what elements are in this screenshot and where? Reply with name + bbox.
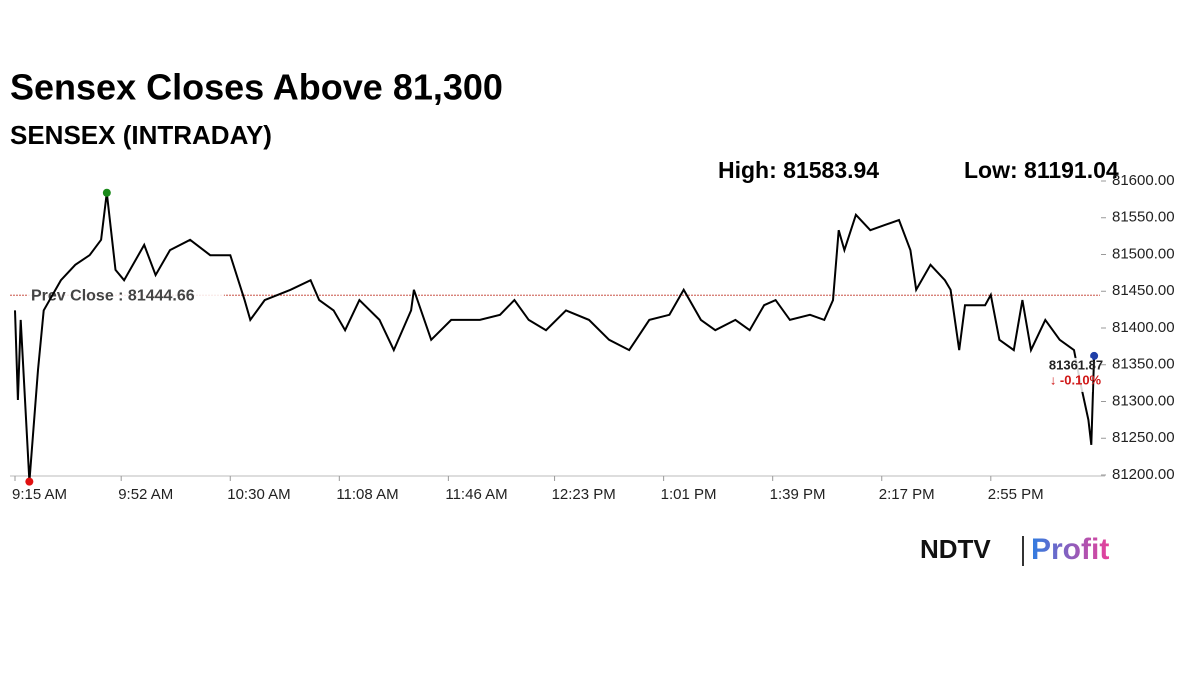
x-tick-label: 12:23 PM <box>552 486 616 503</box>
y-tick-label: 81350.00 <box>1112 356 1175 373</box>
x-tick-label: 11:46 AM <box>445 486 507 503</box>
x-tick-label: 11:08 AM <box>336 486 398 503</box>
y-tick-label: 81600.00 <box>1112 172 1175 189</box>
point-marker <box>102 188 111 197</box>
x-tick-label: 2:17 PM <box>879 486 935 503</box>
y-tick-label: 81300.00 <box>1112 392 1175 409</box>
change-label: ↓ -0.10% <box>1050 372 1102 387</box>
logo-left: NDTV <box>920 534 991 564</box>
last-value-label: 81361.87 <box>1049 357 1103 372</box>
x-tick-label: 9:52 AM <box>118 486 173 503</box>
high-label: High: 81583.94 <box>718 157 879 183</box>
prev-close-label: Prev Close : 81444.66 <box>31 287 195 304</box>
x-tick-label: 1:39 PM <box>770 486 826 503</box>
y-tick-label: 81450.00 <box>1112 282 1175 299</box>
x-tick-label: 1:01 PM <box>661 486 717 503</box>
x-tick-label: 9:15 AM <box>12 486 67 503</box>
x-tick-label: 2:55 PM <box>988 486 1044 503</box>
price-line <box>14 192 1096 482</box>
y-tick-label: 81500.00 <box>1112 245 1175 262</box>
x-tick-label: 10:30 AM <box>227 486 290 503</box>
point-marker <box>25 477 34 486</box>
last-label-bg <box>1034 357 1093 392</box>
low-label: Low: 81191.04 <box>964 157 1119 183</box>
chart-title: Sensex Closes Above 81,300 <box>10 67 503 108</box>
chart-subtitle: SENSEX (INTRADAY) <box>10 120 272 150</box>
y-tick-label: 81550.00 <box>1112 209 1175 226</box>
y-tick-label: 81200.00 <box>1112 466 1175 483</box>
y-tick-label: 81250.00 <box>1112 429 1175 446</box>
prev-close-bg <box>28 285 224 306</box>
y-tick-label: 81400.00 <box>1112 319 1175 336</box>
logo-right: Profit <box>1031 533 1109 566</box>
